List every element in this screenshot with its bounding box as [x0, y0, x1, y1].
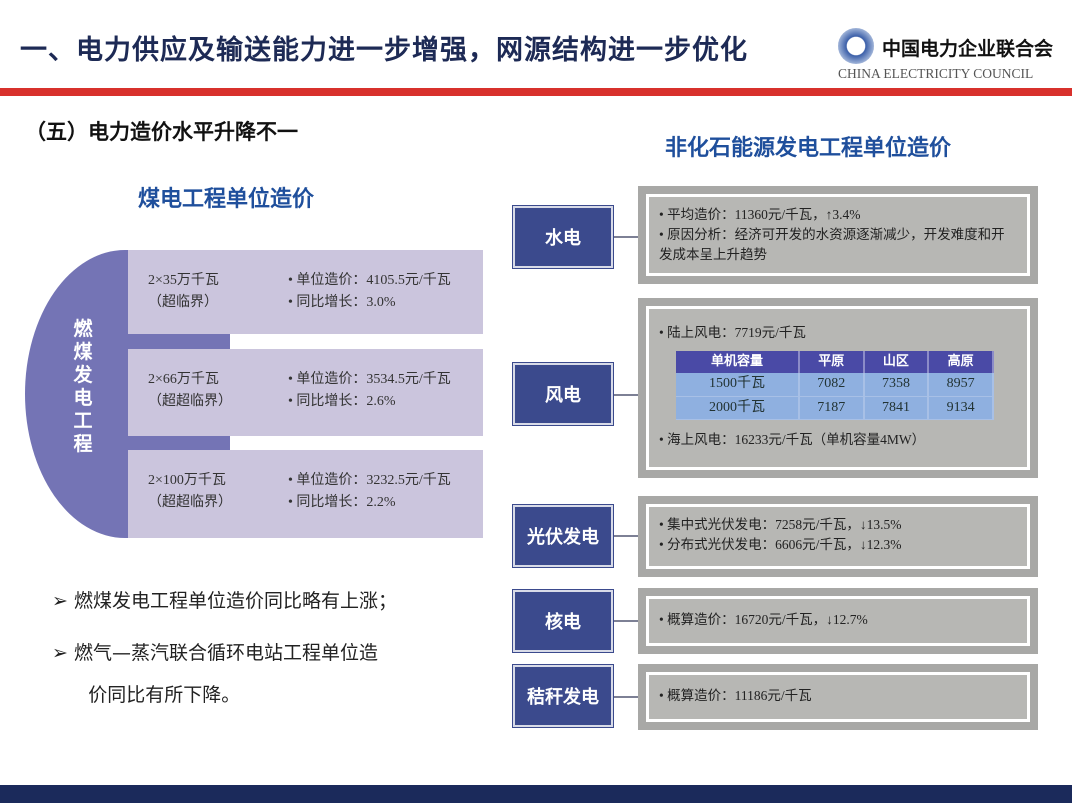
wind-onshore: • 陆上风电：7719元/千瓦: [659, 325, 806, 340]
table-row: 1500千瓦 7082 7358 8957: [676, 373, 994, 397]
cec-seal-icon: [838, 28, 874, 64]
straw-line: • 概算造价：11186元/千瓦: [659, 688, 812, 703]
table-header: 高原: [928, 351, 994, 373]
bullet-point: ➢ 燃煤发电工程单位造价同比略有上涨；: [52, 590, 397, 612]
table-row: 2000千瓦 7187 7841 9134: [676, 396, 994, 420]
coal-cost: • 单位造价：3232.5元/千瓦: [288, 473, 451, 488]
straw-panel: • 概算造价：11186元/千瓦: [638, 664, 1038, 730]
coal-type: （超临界）: [148, 295, 218, 310]
coal-row: 2×35万千瓦 （超临界） • 单位造价：4105.5元/千瓦 • 同比增长：3.0…: [128, 250, 483, 334]
coal-growth: • 同比增长：2.6%: [288, 394, 396, 409]
footer-bar: [0, 785, 1072, 803]
coal-type: （超超临界）: [148, 495, 232, 510]
table-cell: 7082: [798, 373, 865, 397]
solar-line: • 分布式光伏发电：6606元/千瓦，↓12.3%: [659, 537, 902, 552]
nuclear-label: 核电: [513, 590, 613, 652]
coal-cost: • 单位造价：4105.5元/千瓦: [288, 273, 451, 288]
coal-unit: 2×100万千瓦: [148, 473, 226, 488]
wind-label: 风电: [513, 363, 613, 425]
wind-offshore: • 海上风电：16233元/千瓦（单机容量4MW）: [659, 431, 926, 447]
section-subtitle: （五）电力造价水平升降不一: [25, 120, 298, 144]
table-header: 单机容量: [676, 351, 800, 373]
coal-cost: • 单位造价：3534.5元/千瓦: [288, 372, 451, 387]
hydro-line: • 平均造价：11360元/千瓦，↑3.4%: [659, 207, 861, 222]
wind-cost-table: 单机容量 平原 山区 高原 1500千瓦 7082 7358 8957 2000千瓦 7187…: [676, 351, 994, 420]
coal-row: 2×66万千瓦 （超超临界） • 单位造价：3534.5元/千瓦 • 同比增长：2.…: [128, 349, 483, 436]
connector: [613, 696, 638, 698]
nonfossil-title: 非化石能源发电工程单位造价: [665, 136, 952, 161]
cec-logo: 中国电力企业联合会 CHINA ELECTRICITY COUNCIL: [838, 26, 1068, 84]
coal-type: （超超临界）: [148, 394, 232, 409]
hydro-line: • 原因分析：经济可开发的水资源逐渐减少，开发难度和开发成本呈上升趋势: [659, 227, 1005, 262]
coal-growth: • 同比增长：3.0%: [288, 295, 396, 310]
bullet-point: 价同比有所下降。: [52, 684, 241, 706]
solar-line: • 集中式光伏发电：7258元/千瓦，↓13.5%: [659, 517, 902, 532]
logo-cn: 中国电力企业联合会: [882, 38, 1054, 60]
bullet-point: ➢ 燃气—蒸汽联合循环电站工程单位造: [52, 642, 378, 664]
connector: [613, 236, 638, 238]
table-cell: 7187: [798, 396, 865, 420]
coal-unit: 2×35万千瓦: [148, 273, 219, 288]
nuclear-panel: • 概算造价：16720元/千瓦，↓12.7%: [638, 588, 1038, 654]
table-cell: 7841: [863, 396, 930, 420]
table-header: 山区: [863, 351, 930, 373]
solar-panel: • 集中式光伏发电：7258元/千瓦，↓13.5% • 分布式光伏发电：6606…: [638, 496, 1038, 577]
hydro-label: 水电: [513, 206, 613, 268]
header-divider: [0, 88, 1072, 96]
coal-title: 煤电工程单位造价: [138, 187, 315, 212]
coal-row: 2×100万千瓦 （超超临界） • 单位造价：3232.5元/千瓦 • 同比增长：2…: [128, 450, 483, 538]
table-cell: 9134: [928, 396, 994, 420]
hydro-panel: • 平均造价：11360元/千瓦，↑3.4% • 原因分析：经济可开发的水资源逐…: [638, 186, 1038, 284]
nuclear-line: • 概算造价：16720元/千瓦，↓12.7%: [659, 612, 868, 627]
solar-label: 光伏发电: [513, 505, 613, 567]
coal-growth: • 同比增长：2.2%: [288, 495, 396, 510]
table-cell: 8957: [928, 373, 994, 397]
table-cell: 2000千瓦: [676, 396, 800, 420]
connector: [613, 535, 638, 537]
slide-title: 一、电力供应及输送能力进一步增强，网源结构进一步优化: [20, 35, 748, 66]
logo-en: CHINA ELECTRICITY COUNCIL: [838, 66, 1034, 81]
wind-panel: • 陆上风电：7719元/千瓦 单机容量 平原 山区 高原 1500千瓦 7082 735…: [638, 298, 1038, 478]
table-header: 平原: [798, 351, 865, 373]
connector: [613, 620, 638, 622]
coal-unit: 2×66万千瓦: [148, 372, 219, 387]
table-cell: 1500千瓦: [676, 373, 800, 397]
table-cell: 7358: [863, 373, 930, 397]
connector: [613, 394, 638, 396]
straw-label: 秸秆发电: [513, 665, 613, 727]
coal-side-label: 燃煤发电工程: [73, 318, 93, 455]
